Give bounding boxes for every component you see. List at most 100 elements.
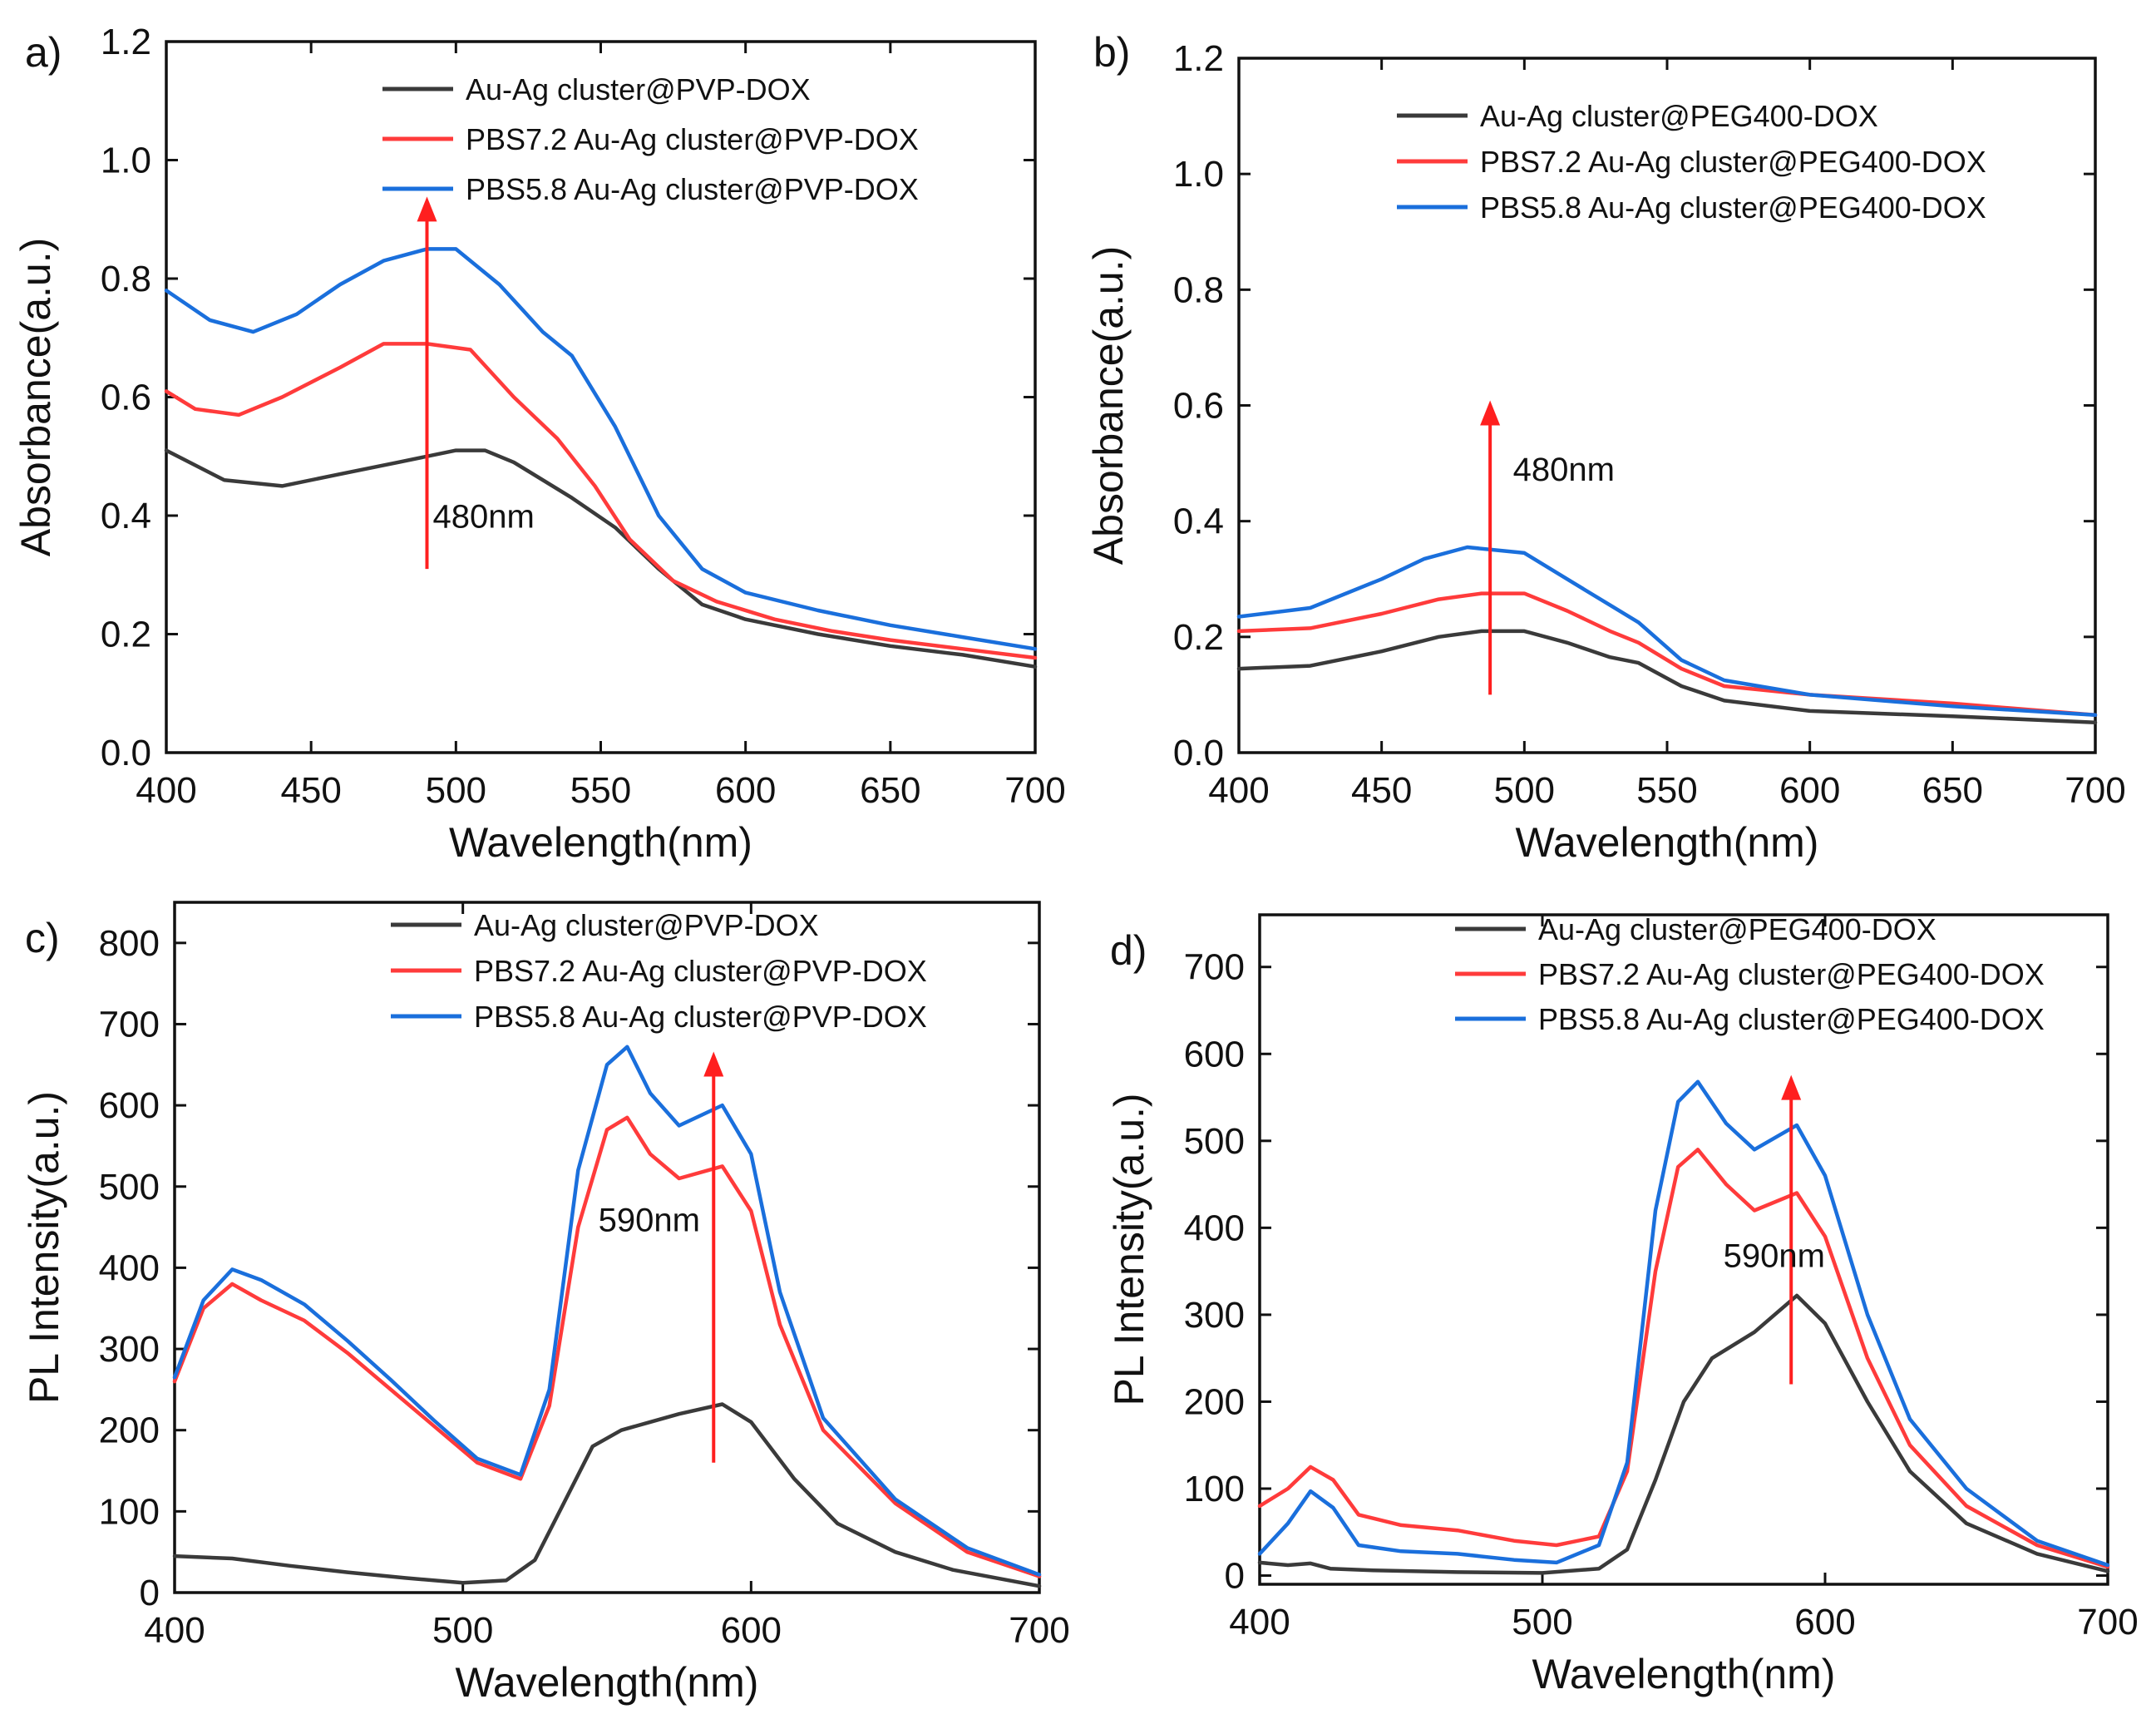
y-tick-label: 400 [1184,1208,1245,1248]
legend-entry: PBS5.8 Au-Ag cluster@PEG400-DOX [1538,1002,2045,1036]
legend-entry: Au-Ag cluster@PVP-DOX [474,908,819,942]
y-tick-label: 0.0 [101,733,151,773]
panel-d: d) 400 500 600 700 0 100 200 300 400 500 600 700 Wave… [1106,912,2139,1697]
panel-b: b) 400 450 500 550 600 650 700 0.0 0.2 0.4 0.6 0.8 1.… [1085,29,2126,866]
series-line-1 [1257,1293,2110,1575]
x-tick-label: 500 [1494,770,1555,811]
y-tick-label: 100 [99,1491,160,1532]
panel-label: c) [25,915,60,961]
x-tick-label: 400 [144,1610,205,1651]
y-tick-label: 0.2 [101,615,151,655]
x-tick-label: 500 [426,770,486,811]
series-line-2 [164,342,1038,660]
panel-c: c) 400 500 600 700 0 100 200 300 400 500 600 700 800 W… [21,901,1070,1706]
x-tick-label: 600 [1779,770,1840,811]
y-tick-label: 800 [99,923,160,964]
legend-entry: PBS7.2 Au-Ag cluster@PEG400-DOX [1538,957,2045,991]
y-axis-label: Absorbance(a.u.) [1085,246,1132,566]
x-axis-label: Wavelength(nm) [1516,819,1819,866]
panel-label: a) [25,29,62,76]
x-tick-label: 600 [1794,1602,1855,1642]
annotation-arrowhead [1480,400,1501,426]
y-tick-label: 1.0 [101,141,151,181]
y-axis-label: Absorbance(a.u.) [12,238,59,557]
x-tick-label: 700 [2065,770,2125,811]
annotation-label: 480nm [432,498,534,535]
legend-entry: PBS5.8 Au-Ag cluster@PVP-DOX [474,1000,927,1034]
y-tick-label: 500 [1184,1121,1245,1162]
y-tick-label: 0.0 [1173,733,1224,773]
y-tick-label: 700 [1184,947,1245,988]
x-tick-label: 500 [432,1610,493,1651]
y-tick-label: 0.4 [1173,501,1224,542]
x-axis-label: Wavelength(nm) [1532,1651,1836,1697]
y-tick-label: 1.2 [1173,38,1224,79]
y-tick-label: 0.8 [101,259,151,299]
plot-frame [173,901,1041,1594]
y-tick-label: 0.8 [1173,269,1224,310]
x-tick-label: 450 [1351,770,1412,811]
x-tick-label: 700 [1004,770,1065,811]
x-tick-label: 700 [1009,1610,1069,1651]
y-tick-label: 300 [1184,1295,1245,1336]
legend-entry: PBS5.8 Au-Ag cluster@PEG400-DOX [1480,190,1986,225]
annotation-label: 590nm [1724,1237,1825,1274]
x-tick-label: 500 [1512,1602,1572,1642]
series-line-1 [164,448,1038,669]
y-axis-label: PL Intensity(a.u.) [1106,1093,1152,1405]
y-tick-label: 0 [1225,1556,1245,1597]
y-axis-label: PL Intensity(a.u.) [21,1091,67,1404]
y-tick-label: 0.4 [101,496,151,536]
y-tick-label: 100 [1184,1469,1245,1509]
x-tick-label: 550 [570,770,631,811]
panel-label: d) [1110,927,1147,974]
panel-label: b) [1093,29,1130,76]
y-tick-label: 0.2 [1173,617,1224,658]
series-line-3 [1236,545,2098,718]
x-tick-label: 600 [715,770,776,811]
legend-entry: PBS7.2 Au-Ag cluster@PEG400-DOX [1480,145,1986,179]
legend-entry: PBS7.2 Au-Ag cluster@PVP-DOX [466,122,919,156]
y-tick-label: 700 [99,1004,160,1045]
y-tick-label: 500 [99,1167,160,1208]
y-tick-label: 0.6 [101,378,151,418]
plot-frame [1258,913,2109,1586]
series-line-1 [1236,629,2098,725]
series-line-3 [172,1045,1042,1577]
y-tick-label: 600 [99,1085,160,1126]
x-tick-label: 450 [280,770,341,811]
x-axis-label: Wavelength(nm) [449,819,752,866]
x-tick-label: 650 [860,770,920,811]
legend-entry: PBS5.8 Au-Ag cluster@PVP-DOX [466,172,919,206]
x-tick-label: 600 [721,1610,782,1651]
legend-entry: Au-Ag cluster@PEG400-DOX [1538,912,1936,946]
annotation-arrowhead [1781,1074,1802,1100]
x-tick-label: 550 [1636,770,1697,811]
y-tick-label: 0 [140,1573,160,1613]
x-tick-label: 650 [1922,770,1983,811]
panel-a: a) 400 450 500 550 600 650 700 0.0 0.2 0.4 0.6 0.8 1.… [12,22,1066,866]
x-tick-label: 700 [2077,1602,2138,1642]
series-line-2 [172,1115,1042,1578]
y-tick-label: 1.0 [1173,154,1224,195]
legend-entry: Au-Ag cluster@PVP-DOX [466,72,811,106]
series-line-2 [1257,1148,2110,1569]
y-tick-label: 1.2 [101,22,151,62]
y-tick-label: 300 [99,1329,160,1370]
legend-entry: Au-Ag cluster@PEG400-DOX [1480,99,1878,133]
y-tick-label: 0.6 [1173,386,1224,427]
y-tick-label: 600 [1184,1034,1245,1074]
legend-entry: PBS7.2 Au-Ag cluster@PVP-DOX [474,954,927,988]
series-line-3 [164,247,1038,651]
annotation-label: 480nm [1513,452,1615,488]
series-line-1 [172,1402,1042,1588]
series-line-3 [1257,1079,2110,1568]
x-tick-label: 400 [136,770,196,811]
x-axis-label: Wavelength(nm) [456,1659,759,1706]
y-tick-label: 200 [99,1410,160,1451]
x-tick-label: 400 [1229,1602,1290,1642]
x-tick-label: 400 [1208,770,1269,811]
annotation-arrowhead [703,1051,724,1077]
y-tick-label: 200 [1184,1381,1245,1422]
